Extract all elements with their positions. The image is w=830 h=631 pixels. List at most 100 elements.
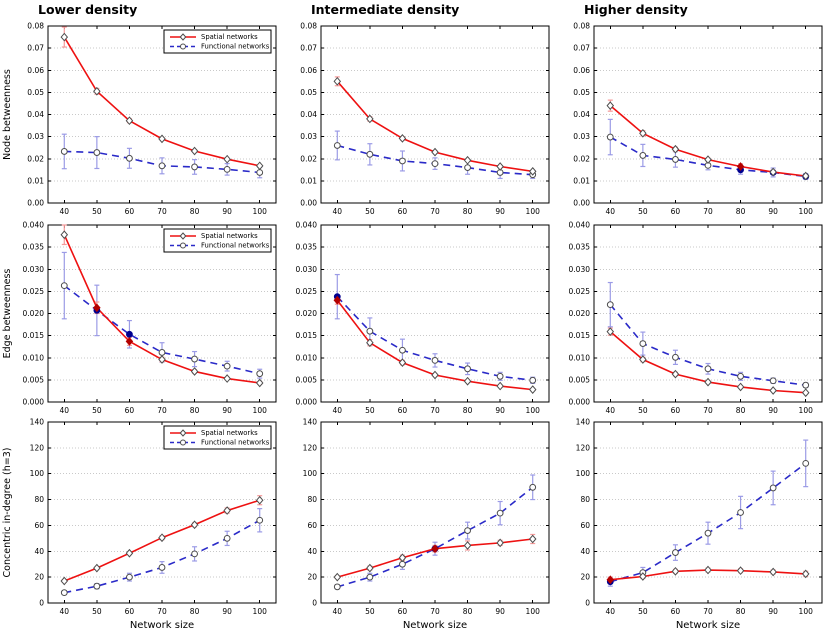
series-spatial-markers (333, 76, 537, 176)
legend-label: Functional networks (201, 242, 270, 250)
svg-text:0.040: 0.040 (23, 221, 45, 230)
legend-functional-marker-icon (180, 439, 186, 446)
svg-text:90: 90 (495, 207, 505, 216)
subplot-r3c3: 0 20 40 60 80 100 120 140 40 50 60 70 80 90 100 Network… (557, 415, 830, 631)
chart-canvas: 0 20 40 60 80 100 120 140 40 50 60 70 80 90 100 Network… (303, 418, 550, 631)
legend-label: Spatial networks (201, 429, 258, 437)
svg-text:50: 50 (365, 406, 375, 415)
svg-text:0.01: 0.01 (573, 176, 590, 185)
svg-text:0.06: 0.06 (27, 66, 44, 75)
svg-text:40: 40 (60, 207, 70, 216)
svg-text:50: 50 (638, 607, 648, 616)
svg-text:0.05: 0.05 (573, 88, 590, 97)
axis-ticks (321, 421, 549, 604)
y-tick-labels: 0.00 0.01 0.02 0.03 0.04 0.05 0.06 0.07 0.08 (27, 22, 44, 208)
chart-canvas: 0 20 40 60 80 100 120 140 40 50 60 70 80 90 100 Spatial… (2, 418, 277, 631)
svg-text:60: 60 (398, 207, 408, 216)
chart-canvas: 0.000 0.005 0.010 0.015 0.020 0.025 0.030 0.035… (2, 221, 277, 415)
subplot-title: Higher density (584, 2, 688, 17)
svg-text:20: 20 (34, 573, 44, 582)
svg-text:0.005: 0.005 (569, 375, 591, 384)
svg-text:0.01: 0.01 (300, 176, 317, 185)
svg-text:70: 70 (703, 207, 713, 216)
legend: Spatial networks Functional networks (163, 29, 272, 54)
svg-text:80: 80 (307, 495, 317, 504)
svg-text:0.010: 0.010 (23, 353, 45, 362)
svg-text:20: 20 (580, 573, 590, 582)
svg-text:0.030: 0.030 (23, 265, 45, 274)
svg-text:90: 90 (768, 406, 778, 415)
legend-box (163, 29, 272, 54)
svg-text:0: 0 (39, 599, 44, 608)
svg-text:100: 100 (526, 207, 541, 216)
svg-text:90: 90 (768, 207, 778, 216)
gridlines (48, 447, 276, 578)
svg-text:80: 80 (736, 607, 746, 616)
y-tick-labels: 0 20 40 60 80 100 120 140 (303, 418, 318, 608)
svg-text:0.04: 0.04 (300, 110, 317, 119)
svg-text:60: 60 (307, 521, 317, 530)
svg-text:90: 90 (768, 607, 778, 616)
x-tick-labels: 40 50 60 70 80 90 100 (606, 607, 814, 616)
series-spatial-markers (606, 327, 810, 398)
legend-spatial-marker-icon (179, 33, 187, 41)
svg-text:40: 40 (307, 547, 317, 556)
svg-text:50: 50 (92, 207, 102, 216)
svg-text:40: 40 (580, 547, 590, 556)
svg-text:80: 80 (736, 406, 746, 415)
svg-text:0.00: 0.00 (27, 199, 44, 208)
svg-text:70: 70 (157, 607, 167, 616)
svg-text:140: 140 (576, 418, 591, 427)
svg-text:0.03: 0.03 (573, 132, 590, 141)
svg-text:40: 40 (34, 547, 44, 556)
svg-text:0: 0 (312, 599, 317, 608)
gridlines (321, 47, 549, 182)
series-functional-errorbars (334, 474, 536, 590)
legend-label: Functional networks (201, 43, 270, 51)
svg-text:20: 20 (307, 573, 317, 582)
axis-ticks (48, 25, 276, 204)
x-axis-label: Network size (403, 620, 467, 631)
series-functional-markers (60, 148, 264, 176)
x-tick-labels: 40 50 60 70 80 90 100 (606, 406, 814, 415)
y-tick-labels: 0 20 40 60 80 100 120 140 (576, 418, 591, 608)
y-tick-labels: 0.000 0.005 0.010 0.015 0.020 0.025 0.030 0.035… (296, 221, 318, 407)
svg-text:0.015: 0.015 (569, 331, 591, 340)
series-spatial-errorbars (334, 533, 536, 580)
legend-label: Spatial networks (201, 232, 258, 240)
gridlines (321, 246, 549, 381)
svg-text:60: 60 (671, 607, 681, 616)
svg-text:0.035: 0.035 (296, 243, 318, 252)
svg-text:50: 50 (638, 406, 648, 415)
svg-text:0.040: 0.040 (569, 221, 591, 230)
x-tick-labels: 40 50 60 70 80 90 100 (60, 207, 268, 216)
plot-frame (320, 421, 550, 604)
y-axis-label: Concentric in-degree (h=3) (2, 448, 13, 578)
series-functional-markers (60, 516, 264, 597)
svg-text:0.07: 0.07 (27, 44, 44, 53)
svg-text:0: 0 (585, 599, 590, 608)
svg-text:0.040: 0.040 (296, 221, 318, 230)
legend-spatial-marker-icon (179, 232, 187, 240)
svg-text:0.030: 0.030 (569, 265, 591, 274)
svg-text:80: 80 (34, 495, 44, 504)
series-spatial-markers (60, 230, 264, 388)
axis-ticks (321, 224, 549, 403)
gridlines (321, 447, 549, 578)
svg-text:100: 100 (799, 406, 814, 415)
y-tick-labels: 0.000 0.005 0.010 0.015 0.020 0.025 0.030 0.035… (569, 221, 591, 407)
svg-text:80: 80 (580, 495, 590, 504)
axis-ticks (594, 421, 822, 604)
x-axis-label: Network size (676, 620, 740, 631)
svg-text:40: 40 (333, 406, 343, 415)
series-spatial-markers (60, 32, 264, 171)
gridlines (594, 246, 822, 381)
svg-text:0.04: 0.04 (27, 110, 44, 119)
svg-text:0.035: 0.035 (569, 243, 591, 252)
svg-text:40: 40 (606, 406, 616, 415)
svg-text:80: 80 (190, 607, 200, 616)
y-tick-labels: 0.00 0.01 0.02 0.03 0.04 0.05 0.06 0.07 0.08 (300, 22, 317, 208)
svg-text:60: 60 (398, 406, 408, 415)
svg-text:0.00: 0.00 (300, 199, 317, 208)
